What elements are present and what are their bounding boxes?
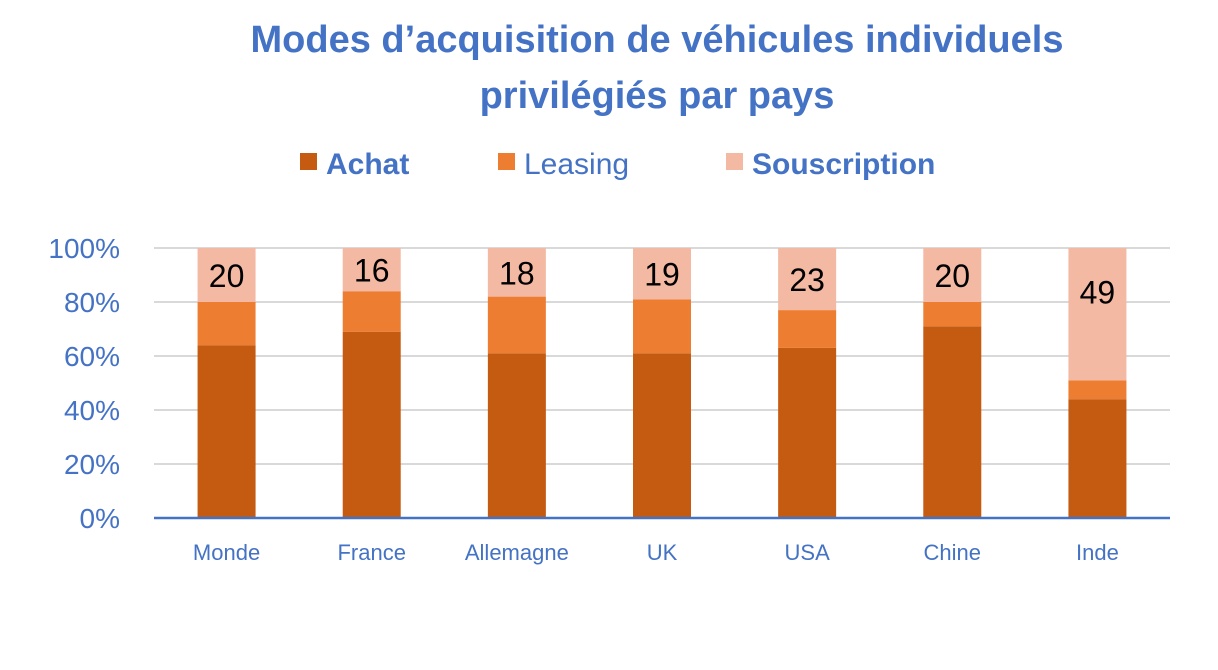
legend: Achat Leasing Souscription xyxy=(300,148,935,181)
data-label-uk: 19 xyxy=(644,257,680,293)
bar-achat-uk xyxy=(633,353,691,518)
x-tick-label-chine: Chine xyxy=(924,540,981,565)
data-label-inde: 49 xyxy=(1080,275,1116,311)
bar-souscription-inde xyxy=(1068,248,1127,381)
data-labels: 20 16 18 19 23 20 49 xyxy=(209,253,1115,311)
bar-leasing-usa xyxy=(778,310,837,348)
y-tick-label: 80% xyxy=(64,287,120,318)
x-tick-label-france: France xyxy=(337,540,405,565)
legend-label-leasing: Leasing xyxy=(524,148,629,181)
bar-souscription-chine xyxy=(923,248,982,302)
bar-achat-inde xyxy=(1068,399,1127,518)
y-tick-label: 60% xyxy=(64,341,120,372)
bar-souscription-france xyxy=(342,248,401,292)
legend-label-souscription: Souscription xyxy=(752,148,935,181)
data-label-usa: 23 xyxy=(789,262,825,298)
y-tick-label: 20% xyxy=(64,449,120,480)
bar-souscription-usa xyxy=(778,248,837,311)
legend-swatch-souscription xyxy=(726,153,743,170)
data-label-chine: 20 xyxy=(934,258,970,294)
bar-achat-usa xyxy=(778,347,837,518)
chart-title-line-1: Modes d’acquisition de véhicules individ… xyxy=(251,19,1064,61)
bar-souscription-uk xyxy=(633,248,691,300)
bar-achat-france xyxy=(342,331,401,518)
x-tick-label-allemagne: Allemagne xyxy=(465,540,569,565)
bar-leasing-allemagne xyxy=(487,296,546,354)
data-label-monde: 20 xyxy=(209,258,245,294)
y-tick-label: 100% xyxy=(48,233,120,264)
chart-title: Modes d’acquisition de véhicules individ… xyxy=(251,19,1064,117)
bars xyxy=(197,248,1127,518)
x-axis: Monde France Allemagne UK USA Chine Inde xyxy=(154,516,1170,565)
bar-leasing-chine xyxy=(923,302,982,327)
legend-label-achat: Achat xyxy=(326,148,409,181)
bar-achat-monde xyxy=(197,345,256,518)
y-tick-label: 40% xyxy=(64,395,120,426)
x-tick-label-usa: USA xyxy=(785,540,831,565)
legend-swatch-leasing xyxy=(498,153,515,170)
bar-leasing-monde xyxy=(197,302,256,346)
bar-leasing-uk xyxy=(633,299,691,354)
x-tick-label-inde: Inde xyxy=(1076,540,1119,565)
bar-souscription-allemagne xyxy=(487,248,546,297)
bar-souscription-monde xyxy=(197,248,256,302)
x-tick-label-monde: Monde xyxy=(193,540,260,565)
x-tick-label-uk: UK xyxy=(647,540,678,565)
legend-swatch-achat xyxy=(300,153,317,170)
chart-title-line-2: privilégiés par pays xyxy=(480,75,835,117)
y-tick-label: 0% xyxy=(80,503,120,534)
bar-leasing-inde xyxy=(1068,380,1127,400)
y-axis: 0% 20% 40% 60% 80% 100% xyxy=(48,233,120,534)
data-label-allemagne: 18 xyxy=(499,255,535,291)
data-label-france: 16 xyxy=(354,253,390,289)
bar-achat-chine xyxy=(923,326,982,518)
bar-achat-allemagne xyxy=(487,353,546,518)
bar-leasing-france xyxy=(342,291,401,332)
